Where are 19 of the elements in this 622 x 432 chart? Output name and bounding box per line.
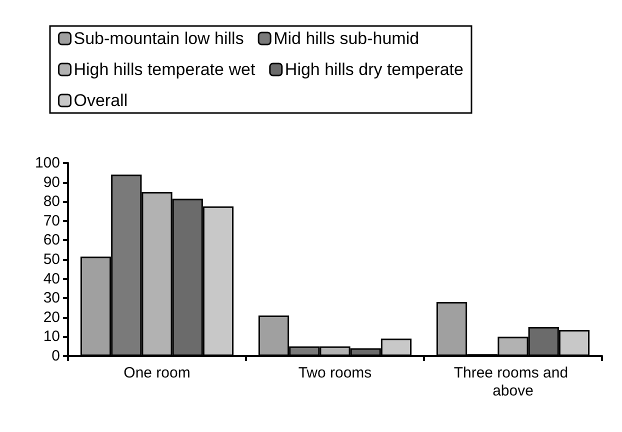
y-tick-label: 90 xyxy=(43,174,60,191)
y-tick-label: 80 xyxy=(43,193,60,210)
y-tick-label: 100 xyxy=(34,154,60,172)
y-tick-label: 40 xyxy=(43,270,60,288)
legend-label: High hills temperate wet xyxy=(74,60,256,79)
y-tick-label: 10 xyxy=(43,328,60,346)
legend-label: Sub-mountain low hills xyxy=(74,29,244,48)
y-tick-label: 60 xyxy=(43,232,60,249)
x-tick-label: One room xyxy=(124,364,190,382)
y-tick-label: 70 xyxy=(43,212,60,230)
y-tick-label: 0 xyxy=(52,348,60,364)
y-tick-label: 20 xyxy=(43,308,60,326)
legend-label: Overall xyxy=(74,91,128,110)
legend-label: Mid hills sub-humid xyxy=(274,29,420,48)
y-tick-label: 50 xyxy=(43,251,60,268)
legend-label: High hills dry temperate xyxy=(284,60,464,79)
x-tick-label: Three rooms and above xyxy=(454,364,572,400)
y-tick-label: 30 xyxy=(43,290,60,307)
x-tick-label: Two rooms xyxy=(298,364,372,382)
